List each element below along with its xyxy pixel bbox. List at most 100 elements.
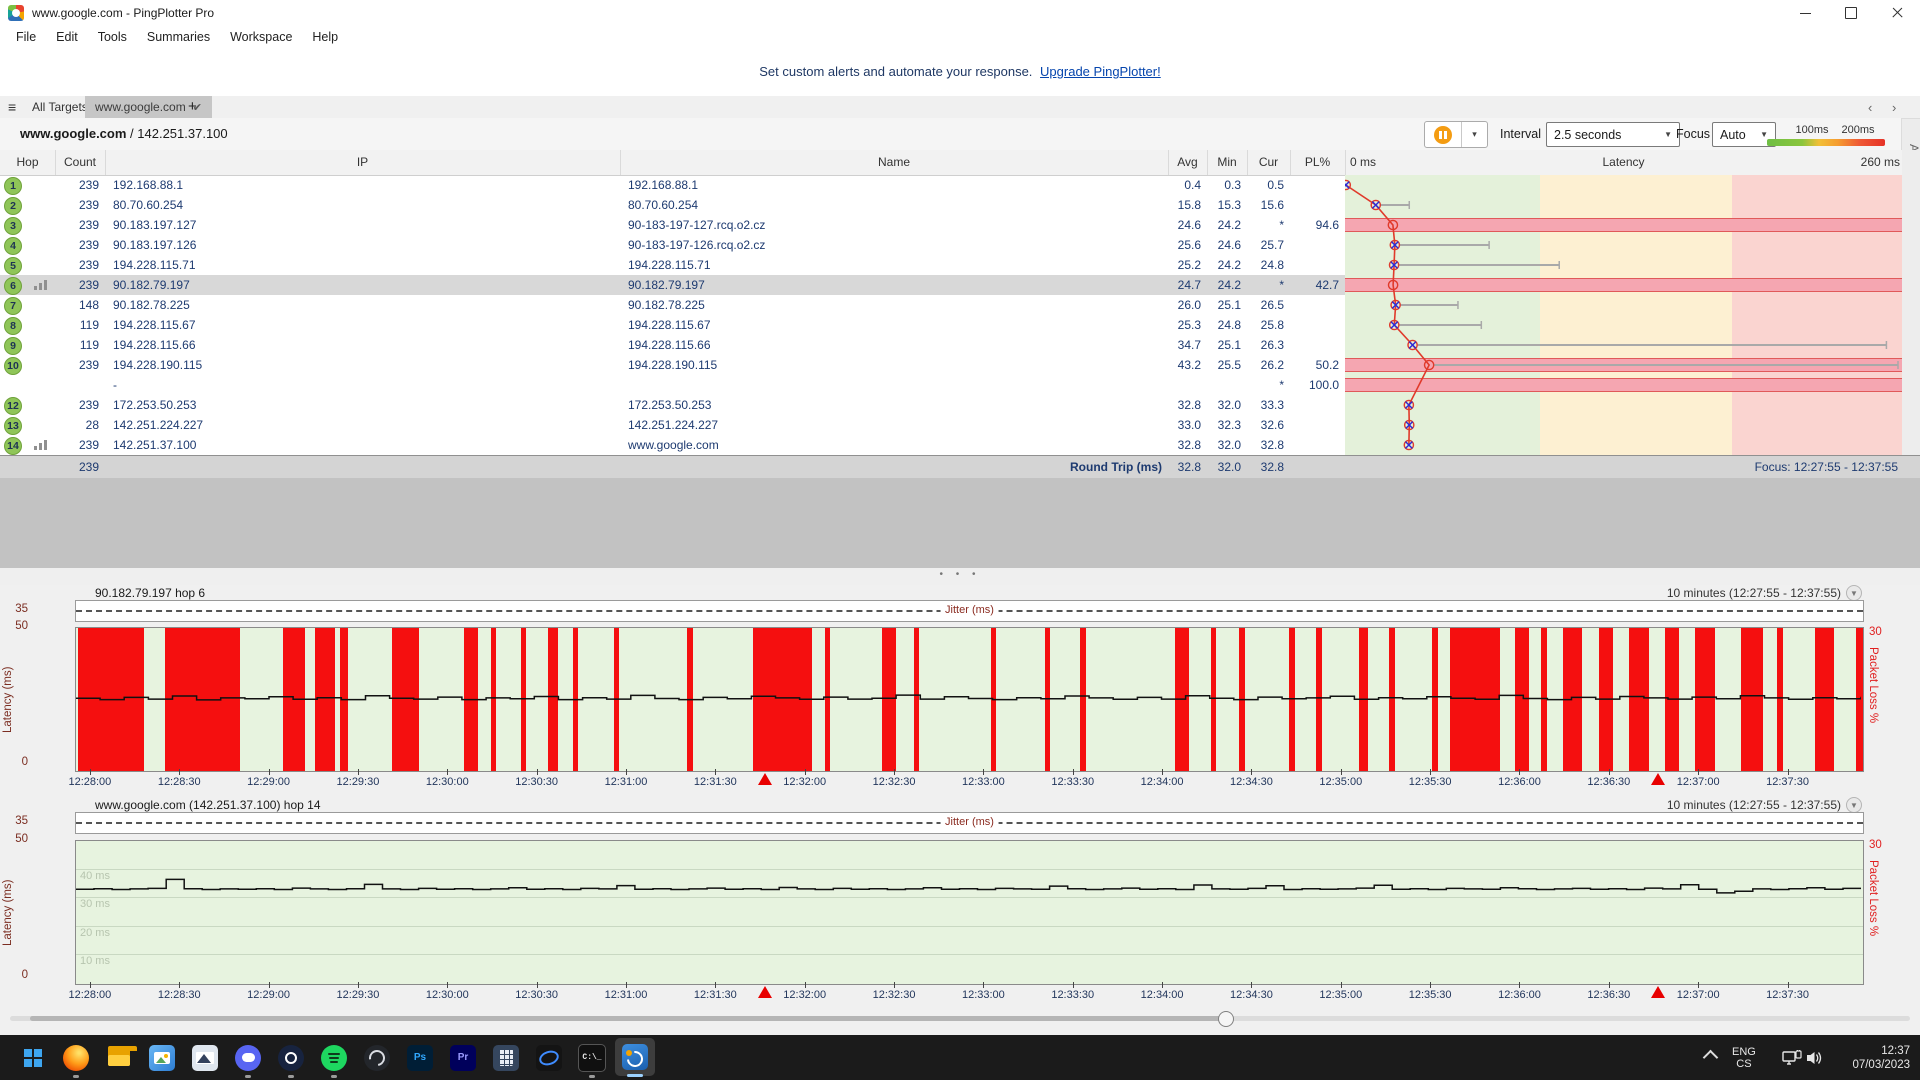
packet-loss-bar — [914, 628, 920, 771]
time-tick-label: 12:31:30 — [693, 776, 737, 788]
column-header-cur[interactable]: Cur — [1247, 150, 1291, 175]
menu-workspace[interactable]: Workspace — [230, 29, 293, 44]
taskbar-icon-media-viewer[interactable] — [185, 1035, 225, 1080]
cell-name: 90-183-197-126.rcq.o2.cz — [628, 238, 766, 252]
timeline-scrollbar-handle[interactable] — [1218, 1011, 1234, 1027]
round-trip-min: 32.0 — [1217, 460, 1241, 474]
taskbar-icon-discord[interactable] — [228, 1035, 268, 1080]
language-switcher[interactable]: ENG CS — [1732, 1035, 1756, 1080]
volume-icon[interactable] — [1806, 1035, 1824, 1080]
taskbar-icon-spotify[interactable] — [314, 1035, 354, 1080]
pause-button[interactable] — [1425, 122, 1462, 147]
tab-target[interactable]: www.google.com ✔ — [85, 96, 212, 118]
network-icon[interactable] — [1782, 1035, 1802, 1080]
minimize-button[interactable] — [1782, 0, 1828, 26]
graph-title: 90.182.79.197 hop 6 — [95, 586, 206, 600]
taskbar-icon-firefox[interactable] — [56, 1035, 96, 1080]
table-row-hop-4[interactable]: 4 239 90.183.197.126 90-183-197-126.rcq.o2.… — [0, 235, 1345, 255]
taskbar-icon-pingplotter[interactable] — [615, 1038, 655, 1077]
taskbar-icon-terminal[interactable]: C:\_ — [572, 1035, 612, 1080]
taskbar-icon-start[interactable] — [13, 1035, 53, 1080]
taskbar-icon-photoshop[interactable]: Ps — [400, 1035, 440, 1080]
latency-line — [76, 694, 1861, 701]
table-row-hop-1[interactable]: 1 239 192.168.88.1 192.168.88.1 0.4 0.3 0.5 — [0, 175, 1345, 195]
taskbar-icon-photos-app[interactable] — [142, 1035, 182, 1080]
table-row-hop-3[interactable]: 3 239 90.183.197.127 90-183-197-127.rcq.o2.… — [0, 215, 1345, 235]
hop14-plot-area[interactable]: 40 ms 30 ms 20 ms 10 ms — [75, 840, 1864, 985]
table-row-hop-7[interactable]: 7 148 90.182.78.225 90.182.78.225 26.0 25.1 26… — [0, 295, 1345, 315]
table-row-hop-14[interactable]: 14 239 142.251.37.100 www.google.com 32.8 32.… — [0, 435, 1345, 455]
column-header-hop[interactable]: Hop — [0, 150, 56, 175]
time-tick-label: 12:34:00 — [1140, 776, 1184, 788]
time-tick-label: 12:30:00 — [425, 776, 469, 788]
interval-select[interactable]: 2.5 seconds ▼ — [1546, 122, 1680, 147]
table-row-hop-unknown[interactable]: - * 100.0 — [0, 375, 1345, 395]
cell-ip: 194.228.115.67 — [113, 318, 196, 332]
menu-summaries[interactable]: Summaries — [146, 29, 211, 44]
cell-pl — [1290, 235, 1345, 255]
cell-cur: 32.6 — [1260, 418, 1284, 432]
time-axis: 12:28:00 12:28:30 12:29:00 12:29:30 12:30:00… — [68, 982, 1862, 1002]
clock[interactable]: 12:37 07/03/2023 — [1832, 1035, 1910, 1080]
table-row-hop-13[interactable]: 13 28 142.251.224.227 142.251.224.227 33.0 32… — [0, 415, 1345, 435]
close-button[interactable] — [1874, 0, 1920, 26]
jitter-axis-label: Jitter (ms) — [940, 816, 999, 828]
tab-nav-arrows[interactable]: ‹ › — [1868, 100, 1905, 115]
cell-avg: 24.7 — [1177, 278, 1201, 292]
menu-edit[interactable]: Edit — [56, 29, 78, 44]
menu-file[interactable]: File — [16, 29, 37, 44]
packet-loss-bar — [1210, 628, 1217, 771]
column-header-ip[interactable]: IP — [105, 150, 621, 175]
hop6-plot-area[interactable] — [75, 627, 1864, 772]
table-row-hop-6[interactable]: 6 239 90.182.79.197 90.182.79.197 24.7 24.2 * 4… — [0, 275, 1345, 295]
table-row-hop-10[interactable]: 10 239 194.228.190.115 194.228.190.115 43.2 2… — [0, 355, 1345, 375]
new-tab-button[interactable]: + — [188, 98, 197, 115]
taskbar-icon-oval-app[interactable] — [529, 1035, 569, 1080]
time-tick-label: 12:36:30 — [1587, 989, 1631, 1001]
time-tick-label: 12:32:30 — [872, 776, 916, 788]
time-tick-label: 12:30:00 — [425, 989, 469, 1001]
table-row-hop-2[interactable]: 2 239 80.70.60.254 80.70.60.254 15.8 15.3 15.6 — [0, 195, 1345, 215]
taskbar-icon-obs[interactable] — [357, 1035, 397, 1080]
column-header-avg[interactable]: Avg — [1168, 150, 1208, 175]
cell-min: 24.2 — [1217, 218, 1241, 232]
packet-loss-max-label: 30 — [1869, 626, 1882, 638]
cell-cur: 25.7 — [1260, 238, 1284, 252]
target-ip: 142.251.37.100 — [137, 126, 228, 141]
column-header-min[interactable]: Min — [1207, 150, 1248, 175]
upgrade-link[interactable]: Upgrade PingPlotter! — [1040, 64, 1161, 79]
time-range-dropdown[interactable]: 10 minutes (12:27:55 - 12:37:55) ▼ — [1667, 585, 1862, 601]
menu-help[interactable]: Help — [312, 29, 339, 44]
jitter-max-label: 35 — [15, 815, 28, 827]
cell-min: 0.3 — [1224, 178, 1241, 192]
column-header-count[interactable]: Count — [55, 150, 106, 175]
pause-dropdown[interactable]: ▾ — [1472, 129, 1477, 139]
hamburger-icon[interactable]: ≡ — [8, 99, 17, 115]
taskbar-icon-file-explorer[interactable] — [99, 1035, 139, 1080]
app-icon — [8, 5, 24, 21]
round-trip-cur: 32.8 — [1260, 460, 1284, 474]
tray-chevron[interactable] — [1702, 1035, 1719, 1080]
table-row-hop-8[interactable]: 8 119 194.228.115.67 194.228.115.67 25.3 24.8… — [0, 315, 1345, 335]
cell-min: 32.0 — [1217, 398, 1241, 412]
gridline-label: 40 ms — [80, 870, 110, 883]
table-row-hop-12[interactable]: 12 239 172.253.50.253 172.253.50.253 32.8 32.… — [0, 395, 1345, 415]
cell-name: 194.228.115.67 — [628, 318, 711, 332]
column-header-pl[interactable]: PL% — [1290, 150, 1346, 175]
round-trip-row: 239 Round Trip (ms) 32.8 32.0 32.8 Focus… — [0, 455, 1920, 479]
panel-splitter[interactable]: • • • — [0, 568, 1920, 585]
cell-ip: 90.183.197.127 — [113, 218, 197, 232]
maximize-button[interactable] — [1828, 0, 1874, 26]
taskbar-icon-steam[interactable] — [271, 1035, 311, 1080]
focus-select[interactable]: Auto ▼ — [1712, 122, 1776, 147]
menu-tools[interactable]: Tools — [97, 29, 127, 44]
cell-min: 24.2 — [1217, 278, 1241, 292]
table-row-hop-5[interactable]: 5 239 194.228.115.71 194.228.115.71 25.2 24.2… — [0, 255, 1345, 275]
taskbar-icon-premiere[interactable]: Pr — [443, 1035, 483, 1080]
cell-avg: 32.8 — [1177, 438, 1201, 452]
lang-line1: ENG — [1732, 1045, 1756, 1058]
column-header-name[interactable]: Name — [620, 150, 1169, 175]
table-row-hop-9[interactable]: 9 119 194.228.115.66 194.228.115.66 34.7 25.1… — [0, 335, 1345, 355]
taskbar-icon-calculator[interactable] — [486, 1035, 526, 1080]
time-range-dropdown[interactable]: 10 minutes (12:27:55 - 12:37:55) ▼ — [1667, 797, 1862, 813]
